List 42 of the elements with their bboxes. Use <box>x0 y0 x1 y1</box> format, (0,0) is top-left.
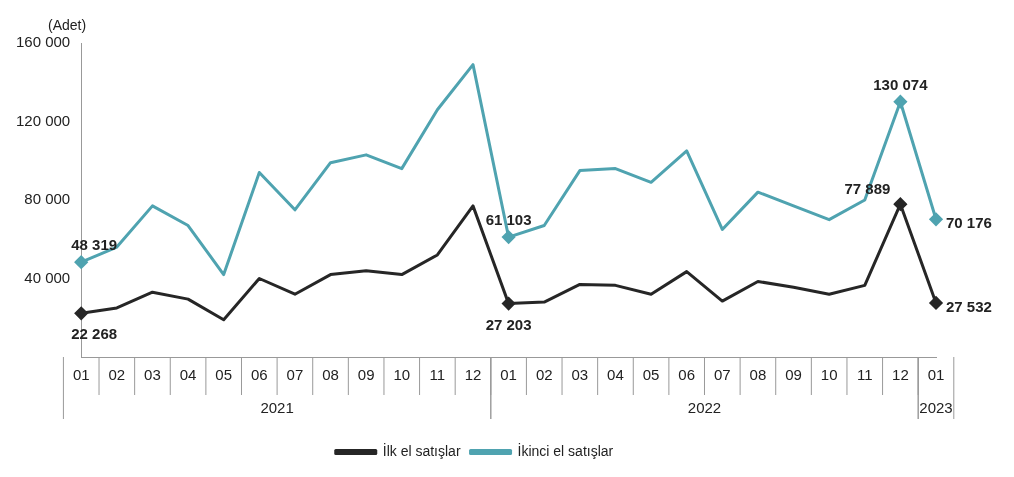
legend-label: İlk el satışlar <box>382 441 461 459</box>
x-tick-label: 08 <box>749 366 767 384</box>
data-label: 70 176 <box>946 214 992 232</box>
y-tick-label: 120 000 <box>15 111 71 129</box>
x-tick-label: 07 <box>286 366 304 384</box>
x-tick-label: 11 <box>429 366 446 384</box>
legend-label: İkinci el satışlar <box>517 441 614 459</box>
x-tick-label: 02 <box>108 366 126 384</box>
x-tick-label: 05 <box>642 366 660 384</box>
x-tick-label: 04 <box>607 366 624 384</box>
x-tick-label: 09 <box>357 366 375 384</box>
x-tick-label: 01 <box>927 366 945 384</box>
y-tick-label: 160 000 <box>15 33 71 51</box>
x-tick-label: 01 <box>500 366 517 384</box>
x-tick-label: 12 <box>464 366 482 384</box>
x-tick-label: 06 <box>678 366 696 384</box>
y-axis-title: (Adet) <box>48 16 87 33</box>
x-tick-label: 06 <box>250 366 268 384</box>
x-tick-label: 02 <box>535 366 553 384</box>
x-tick-label: 11 <box>856 366 873 384</box>
data-label: 61 103 <box>485 211 532 229</box>
x-tick-label: 10 <box>393 366 411 384</box>
x-tick-label: 04 <box>179 366 197 384</box>
data-label: 27 532 <box>946 298 992 316</box>
data-label: 22 268 <box>71 325 118 343</box>
x-tick-label: 03 <box>144 366 161 384</box>
x-tick-label: 10 <box>820 366 838 384</box>
x-tick-label: 08 <box>322 366 339 384</box>
x-tick-label: 07 <box>713 366 731 384</box>
data-label: 27 203 <box>485 315 532 333</box>
y-tick-label: 80 000 <box>24 190 71 208</box>
data-label: 48 319 <box>71 236 118 254</box>
x-tick-label: 05 <box>215 366 233 384</box>
x-tick-label: 09 <box>785 366 802 384</box>
data-label: 130 074 <box>873 75 929 93</box>
text: 2021 <box>260 399 294 417</box>
y-tick-label: 40 000 <box>24 268 71 286</box>
text: 2023 <box>919 399 953 417</box>
x-tick-label: 01 <box>72 366 90 384</box>
x-tick-label: 12 <box>892 366 909 384</box>
x-tick-label: 03 <box>571 366 589 384</box>
text: 2022 <box>687 399 722 417</box>
